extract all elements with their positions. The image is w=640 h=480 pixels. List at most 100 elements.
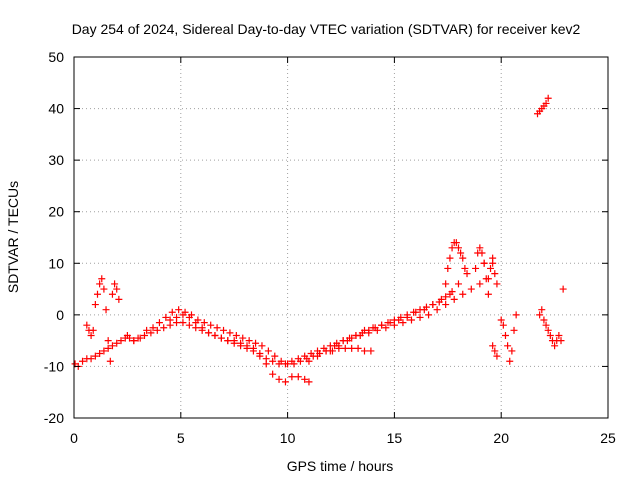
data-point <box>399 319 407 327</box>
data-point <box>284 360 292 368</box>
data-point <box>271 352 279 360</box>
data-point <box>207 321 215 329</box>
data-point <box>264 347 272 355</box>
data-point <box>506 357 514 365</box>
data-point <box>335 342 343 350</box>
x-tick-label: 5 <box>177 430 185 446</box>
data-point <box>352 331 360 339</box>
series-early-spike <box>83 275 123 365</box>
data-point <box>365 329 373 337</box>
data-point <box>179 319 187 327</box>
data-point <box>275 375 283 383</box>
data-point <box>102 306 110 314</box>
data-point <box>153 326 161 334</box>
data-point <box>348 334 356 342</box>
data-point <box>256 352 264 360</box>
data-point <box>442 301 450 309</box>
data-point <box>446 290 454 298</box>
data-point <box>113 339 121 347</box>
data-point <box>106 357 114 365</box>
data-point <box>294 373 302 381</box>
data-point <box>407 316 415 324</box>
data-point <box>162 313 170 321</box>
x-tick-label: 0 <box>70 430 78 446</box>
data-point <box>243 344 251 352</box>
data-point <box>123 331 131 339</box>
data-point <box>437 295 445 303</box>
data-point <box>412 308 420 316</box>
data-point <box>198 324 206 332</box>
data-point <box>510 326 518 334</box>
data-point <box>149 324 157 332</box>
data-point <box>269 357 277 365</box>
data-point <box>237 342 245 350</box>
data-point <box>390 321 398 329</box>
x-tick-label: 10 <box>280 430 296 446</box>
data-point <box>442 280 450 288</box>
data-point <box>185 321 193 329</box>
data-point <box>314 352 322 360</box>
data-point <box>296 357 304 365</box>
data-point <box>360 347 368 355</box>
data-point <box>461 264 469 272</box>
data-point <box>369 324 377 332</box>
data-point <box>192 319 200 327</box>
data-point <box>252 339 260 347</box>
data-point <box>93 290 101 298</box>
data-point <box>454 280 462 288</box>
y-tick-label: 10 <box>48 255 64 271</box>
data-point <box>100 347 108 355</box>
data-point <box>536 311 544 319</box>
data-point <box>185 313 193 321</box>
y-tick-label: 20 <box>48 204 64 220</box>
data-point <box>546 331 554 339</box>
y-tick-label: 30 <box>48 152 64 168</box>
y-tick-label: 50 <box>48 49 64 65</box>
data-point <box>489 342 497 350</box>
data-point <box>472 264 480 272</box>
data-point <box>457 249 465 257</box>
data-point <box>89 326 97 334</box>
data-point <box>87 355 95 363</box>
data-point <box>499 321 507 329</box>
series-track-C <box>166 311 313 386</box>
data-point <box>555 331 563 339</box>
series-isolated-40 <box>534 94 552 118</box>
data-point <box>367 347 375 355</box>
data-point <box>487 264 495 272</box>
series-peak-18 <box>442 239 469 288</box>
data-point <box>493 280 501 288</box>
data-point <box>108 342 116 350</box>
data-point <box>444 264 452 272</box>
grid-lines <box>74 57 608 418</box>
data-point <box>117 337 125 345</box>
data-point <box>425 311 433 319</box>
data-point <box>459 254 467 262</box>
data-point <box>301 375 309 383</box>
y-tick-label: -10 <box>44 358 64 374</box>
series-peak-19 <box>474 244 501 298</box>
data-point <box>87 331 95 339</box>
data-point <box>559 285 567 293</box>
data-point <box>258 342 266 350</box>
data-point <box>91 352 99 360</box>
data-point <box>341 344 349 352</box>
data-point <box>452 239 460 247</box>
data-point <box>281 378 289 386</box>
data-point <box>416 313 424 321</box>
data-point <box>512 311 520 319</box>
data-point <box>290 360 298 368</box>
series-track-E <box>326 254 497 355</box>
y-tick-label: -20 <box>44 410 64 426</box>
data-point <box>91 301 99 309</box>
data-point <box>463 270 471 278</box>
series-track-A <box>71 288 456 370</box>
data-point <box>211 331 219 339</box>
data-point <box>476 280 484 288</box>
data-point <box>343 337 351 345</box>
data-point <box>420 306 428 314</box>
data-point <box>497 316 505 324</box>
x-tick-label: 20 <box>493 430 509 446</box>
data-point <box>277 357 285 365</box>
